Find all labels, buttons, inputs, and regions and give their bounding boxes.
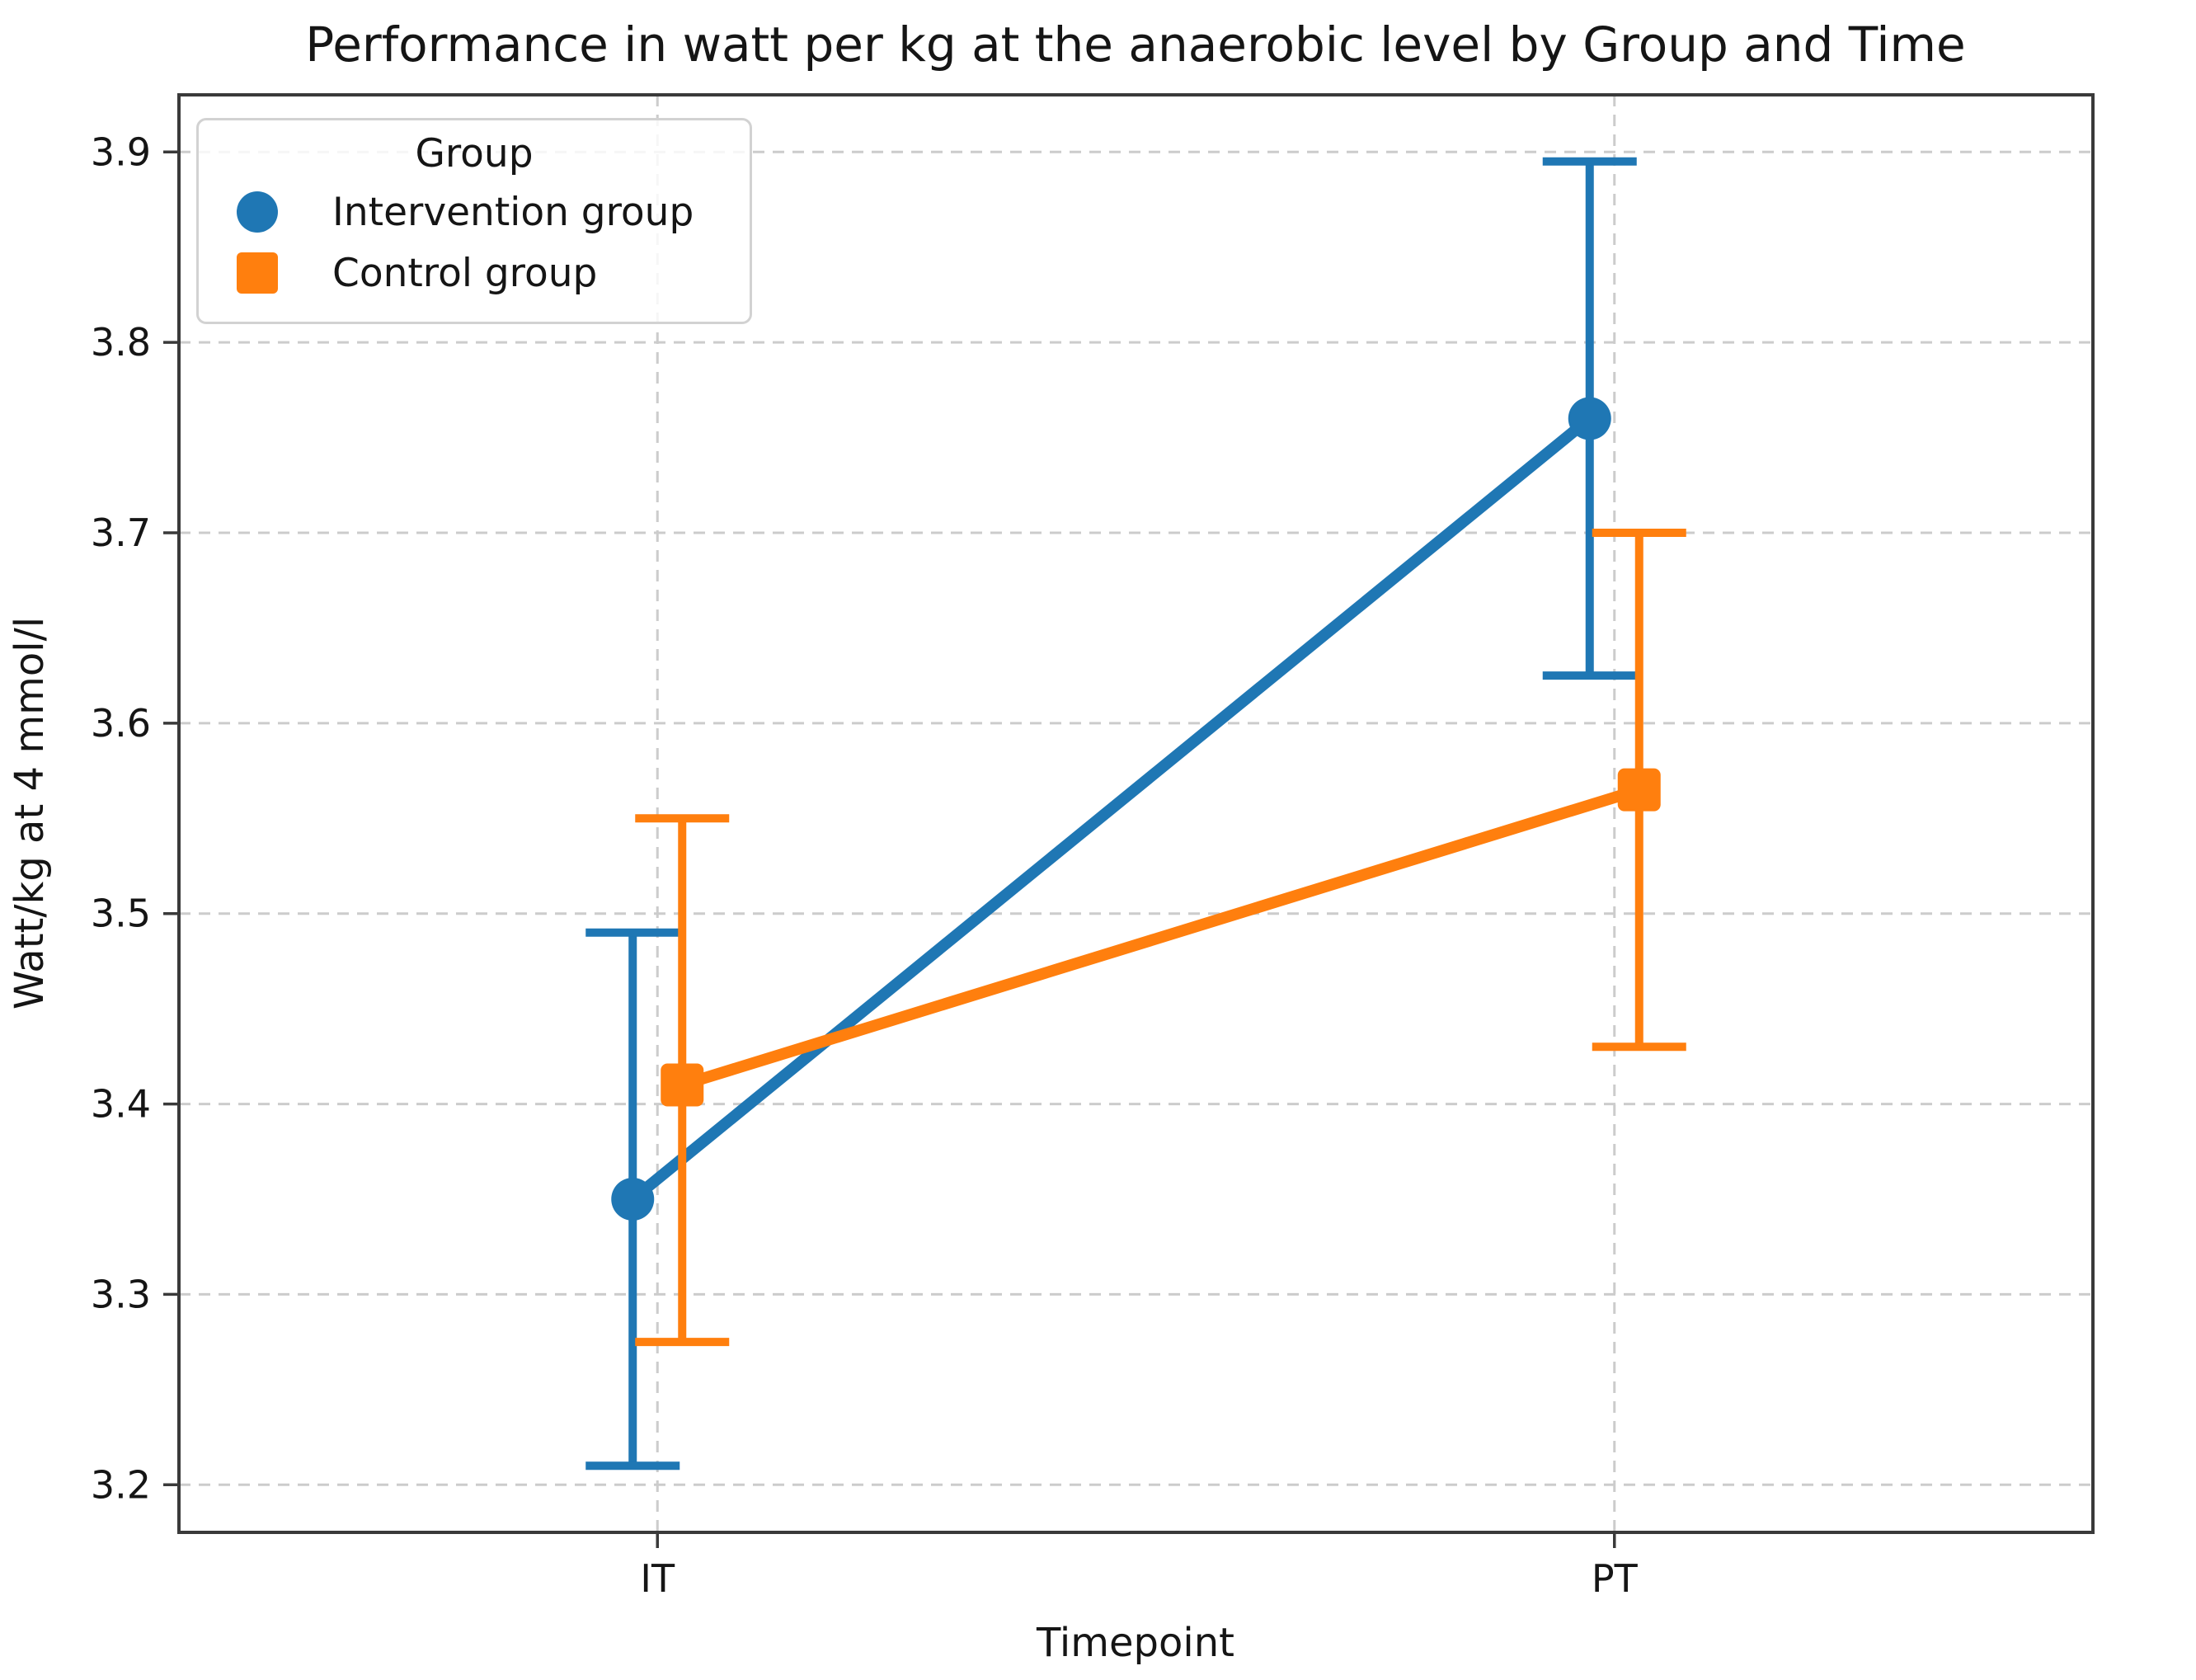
series-line-intervention <box>628 414 1594 1204</box>
legend-item-intervention-group: Intervention group <box>199 181 750 242</box>
y-tick-label: 3.8 <box>91 320 151 365</box>
legend: Group Intervention group Control group <box>196 118 752 324</box>
plot-generated-layer: 3.2 3.3 3.4 3.5 3.6 3.7 3.8 3.9 IT PT <box>91 93 2095 1601</box>
data-point-marker <box>1617 768 1661 812</box>
data-point-marker <box>661 1063 704 1107</box>
plot-border <box>177 93 2095 1534</box>
legend-label-control-group: Control group <box>332 250 598 296</box>
series-line-control <box>680 784 1641 1091</box>
x-tick-label: PT <box>1592 1556 1639 1601</box>
y-tick-label: 3.7 <box>91 511 151 555</box>
chart-title: Performance in watt per kg at the anaero… <box>305 16 1965 73</box>
legend-item-control-group: Control group <box>199 242 750 304</box>
data-point-marker <box>1568 397 1611 440</box>
y-tick-label: 3.9 <box>91 129 151 174</box>
intervention-group-circle-marker-icon <box>237 191 278 233</box>
x-axis-label: Timepoint <box>1036 1620 1234 1666</box>
y-tick-label: 3.5 <box>91 892 151 936</box>
y-tick-label: 3.4 <box>91 1082 151 1127</box>
y-tick-label: 3.2 <box>91 1462 151 1507</box>
y-tick-label: 3.6 <box>91 701 151 746</box>
control-group-square-marker-icon <box>237 252 278 294</box>
legend-label-intervention-group: Intervention group <box>332 189 694 235</box>
y-axis-label: Watt/kg at 4 mmol/l <box>7 617 53 1009</box>
x-tick-label: IT <box>640 1556 675 1601</box>
legend-title: Group <box>415 131 534 176</box>
data-point-marker <box>611 1177 655 1221</box>
y-tick-label: 3.3 <box>91 1272 151 1316</box>
